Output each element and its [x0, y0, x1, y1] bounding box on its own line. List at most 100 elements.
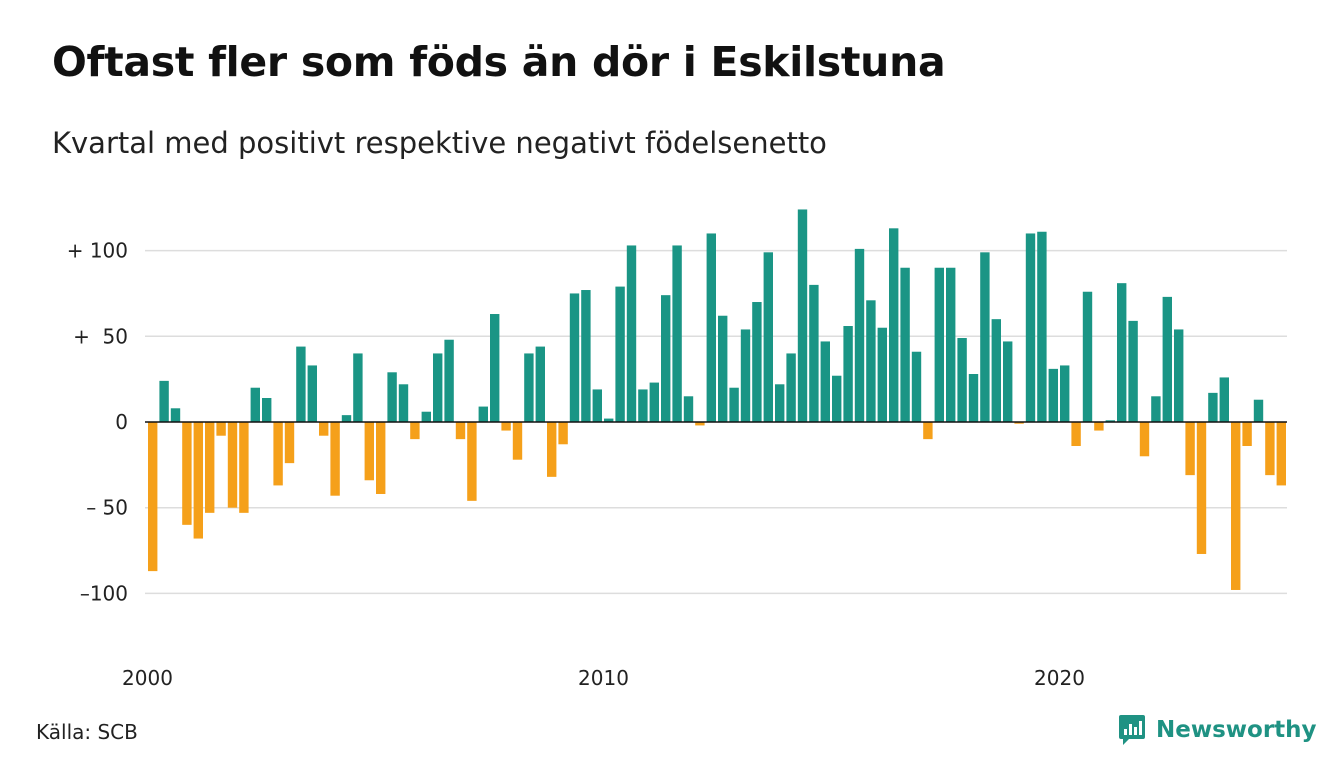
bar-positive — [672, 245, 682, 422]
bar-positive — [1151, 396, 1161, 422]
bar-negative — [273, 422, 283, 486]
bar-positive — [820, 341, 830, 422]
bar-negative — [239, 422, 249, 513]
bar-positive — [398, 384, 409, 422]
bar-positive — [490, 314, 500, 422]
bar-positive — [991, 319, 1001, 422]
bar-positive — [740, 329, 751, 422]
newsworthy-logo-icon — [1119, 715, 1145, 745]
bar-positive — [296, 346, 306, 422]
bar-positive — [854, 248, 865, 422]
bar-positive — [524, 353, 534, 422]
brand-name: Newsworthy — [1156, 717, 1317, 743]
bar-positive — [957, 338, 967, 422]
bar-positive — [1060, 365, 1070, 422]
bar-negative — [467, 422, 477, 501]
bar-negative — [1139, 422, 1150, 457]
bar-negative — [216, 422, 226, 436]
bar-positive — [421, 411, 431, 422]
bar-chart: + 100 + 50 0 – 50 –100 2000 2010 2020 — [67, 209, 1287, 690]
bar-positive — [307, 365, 317, 422]
bar-positive — [262, 398, 272, 422]
bar-positive — [592, 389, 602, 422]
bar-positive — [1117, 283, 1127, 422]
bar-positive — [968, 374, 979, 422]
x-tick-label: 2010 — [578, 666, 629, 690]
bar-positive — [615, 286, 625, 422]
bar-negative — [193, 422, 203, 539]
bar-negative — [558, 422, 568, 445]
y-axis-tick-labels: + 100 + 50 0 – 50 –100 — [67, 239, 128, 606]
bar-positive — [946, 267, 956, 422]
bar-negative — [284, 422, 295, 464]
bar-positive — [170, 408, 181, 422]
bar-positive — [900, 267, 910, 422]
bar-positive — [786, 353, 796, 422]
bar-positive — [877, 327, 887, 422]
bar-positive — [626, 245, 637, 422]
bar-positive — [729, 387, 739, 422]
bar-positive — [1174, 329, 1184, 422]
bar-negative — [1265, 422, 1275, 476]
bar-positive — [797, 209, 808, 422]
bar-positive — [683, 396, 694, 422]
bar-positive — [832, 375, 842, 422]
bar-positive — [843, 326, 853, 422]
bar-positive — [752, 302, 762, 422]
bar-negative — [205, 422, 215, 513]
bar-negative — [1242, 422, 1252, 446]
bar-positive — [649, 382, 659, 422]
chart-title: Oftast fler som föds än dör i Eskilstuna — [52, 38, 946, 86]
y-tick-label: – 50 — [86, 496, 128, 520]
bar-negative — [1094, 422, 1104, 431]
y-tick-label: 0 — [115, 410, 128, 434]
bar-positive — [934, 267, 944, 422]
bar-negative — [330, 422, 340, 496]
bar-positive — [775, 384, 785, 422]
bar-positive — [911, 351, 922, 422]
bar-negative — [319, 422, 329, 436]
bar-positive — [866, 300, 876, 422]
bar-positive — [1025, 233, 1036, 422]
bar-negative — [376, 422, 386, 494]
bar-negative — [1014, 422, 1024, 424]
bar-negative — [410, 422, 420, 440]
bar-negative — [1071, 422, 1081, 446]
bar-positive — [353, 353, 363, 422]
bar-positive — [1128, 320, 1138, 422]
bar-negative — [148, 422, 158, 572]
bar-positive — [581, 290, 591, 422]
bar-positive — [809, 284, 819, 422]
bar-positive — [638, 389, 648, 422]
bar-positive — [661, 295, 671, 422]
bars — [148, 209, 1286, 590]
bar-positive — [889, 228, 899, 422]
bar-negative — [923, 422, 933, 440]
bar-positive — [1208, 392, 1218, 422]
bar-negative — [227, 422, 238, 508]
brand-logo[interactable]: Newsworthy — [1118, 712, 1317, 748]
bar-negative — [1276, 422, 1286, 486]
bar-positive — [1253, 399, 1264, 422]
bar-positive — [478, 406, 488, 422]
bar-negative — [547, 422, 557, 477]
bar-positive — [433, 353, 443, 422]
y-tick-label: + 50 — [73, 324, 128, 348]
bar-positive — [706, 233, 716, 422]
bar-positive — [1162, 296, 1172, 422]
bar-positive — [718, 315, 728, 422]
y-tick-label: + 100 — [67, 239, 128, 263]
bar-positive — [1082, 291, 1093, 422]
bar-positive — [1037, 231, 1047, 422]
bar-positive — [1003, 341, 1013, 422]
x-axis-tick-labels: 2000 2010 2020 — [122, 666, 1085, 690]
bar-positive — [159, 380, 169, 422]
bar-positive — [763, 252, 773, 422]
source-note: Källa: SCB — [36, 720, 138, 744]
bar-positive — [1048, 368, 1058, 422]
bar-positive — [535, 346, 545, 422]
y-tick-label: –100 — [80, 581, 128, 605]
bar-negative — [695, 422, 705, 426]
bar-positive — [604, 418, 614, 422]
x-tick-label: 2020 — [1034, 666, 1085, 690]
